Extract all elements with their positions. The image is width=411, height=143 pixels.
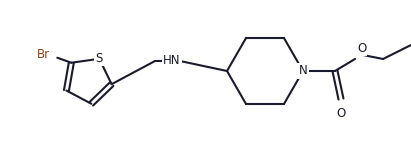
Text: Br: Br: [37, 48, 50, 61]
Text: HN: HN: [163, 54, 181, 67]
Text: N: N: [299, 64, 307, 78]
Text: O: O: [357, 42, 366, 55]
Text: O: O: [336, 107, 346, 120]
Text: S: S: [96, 52, 103, 65]
